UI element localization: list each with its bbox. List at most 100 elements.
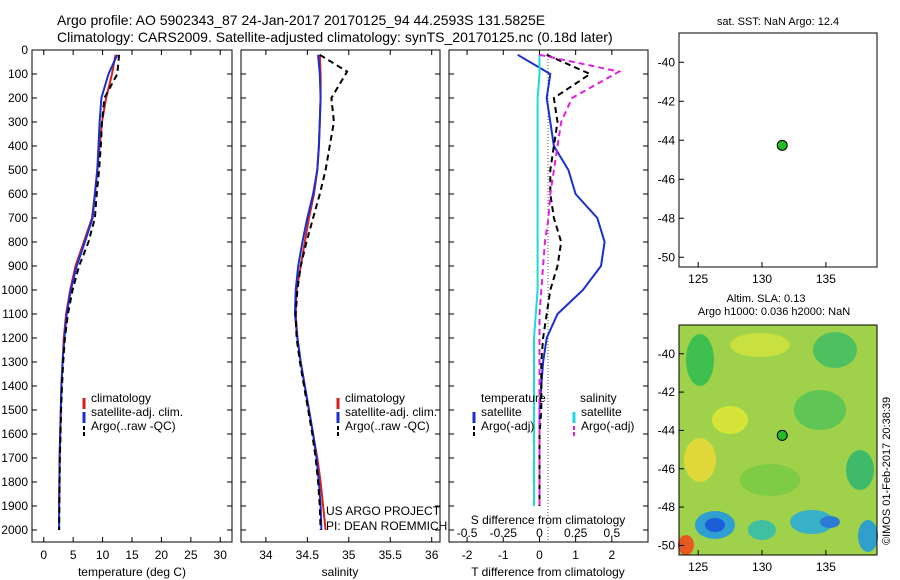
t-diff-x-label: T difference from climatology (471, 565, 625, 579)
map-x-tick-label: 135 (816, 560, 836, 574)
y-tick-label: 1100 (2, 307, 28, 321)
map-x-tick-label: 135 (816, 272, 836, 286)
legend-label-argo: Argo(..raw -QC) (91, 419, 176, 433)
map-x-tick-label: 125 (688, 560, 708, 574)
sla-map-title-line1: Altim. SLA: 0.13 (727, 293, 806, 305)
y-tick-label: 2000 (1, 523, 28, 537)
project-label: US ARGO PROJECT (326, 504, 441, 518)
map-y-tick-label: -46 (658, 172, 676, 186)
legend-title-temperature: temperature (481, 391, 546, 405)
y-tick-label: 1900 (1, 499, 28, 513)
map-y-tick-label: -40 (658, 55, 676, 69)
y-tick-label: 1200 (1, 331, 28, 345)
y-tick-label: 800 (8, 235, 28, 249)
sst-map-title: sat. SST: NaN Argo: 12.4 (717, 16, 839, 28)
sla-blob (712, 406, 748, 434)
legend-label-climatology: climatology (345, 391, 405, 405)
legend-label-climatology: climatology (91, 391, 151, 405)
difference-series (517, 53, 622, 506)
x-tick-label: 35.5 (379, 548, 403, 562)
x-tick-label: -1 (498, 548, 509, 562)
x-tick-label: 1 (572, 548, 579, 562)
y-tick-label: 1500 (1, 403, 28, 417)
s-diff-tick-label: -0.25 (490, 526, 518, 540)
y-tick-label: 500 (8, 163, 28, 177)
salinity-panel: 34 34.5 35 35.5 36 salinity climatology sate… (240, 49, 447, 579)
legend-label-s-satellite: satellite (581, 405, 622, 419)
sla-blob (813, 332, 857, 368)
s-diff-x-label: S difference from climatology (471, 513, 626, 527)
sla-blob (794, 390, 846, 430)
sla-blob (705, 518, 725, 532)
y-tick-label: 900 (8, 259, 28, 273)
x-tick-label: 34 (259, 548, 273, 562)
sla-map-title-line2: Argo h1000: 0.036 h2000: NaN (698, 306, 850, 318)
sla-blob (748, 520, 776, 540)
sla-blob (790, 510, 834, 534)
map-x-tick-label: 125 (688, 272, 708, 286)
map-y-tick-label: -40 (658, 347, 676, 361)
x-tick-label: 25 (184, 548, 198, 562)
legend-label-t-satellite: satellite (481, 405, 522, 419)
temperature-x-ticks: 0 5 10 15 20 25 30 (32, 49, 232, 562)
map-y-tick-label: -44 (658, 133, 676, 147)
temperature-series (58, 54, 121, 531)
temperature-legend: climatology satellite-adj. clim. Argo(..… (82, 391, 183, 437)
sla-blob (858, 520, 878, 552)
s-diff-tick-label: -0.5 (457, 526, 478, 540)
x-tick-label: 15 (125, 548, 139, 562)
x-tick-label: 0 (40, 548, 47, 562)
sla-blob (678, 535, 694, 555)
sla-blob (684, 438, 716, 482)
x-tick-label: 0 (536, 548, 543, 562)
series-line-argo-raw-qc- (294, 53, 349, 531)
figure-title-line2: Climatology: CARS2009. Satellite-adjuste… (57, 29, 613, 45)
x-tick-label: 36 (425, 548, 439, 562)
y-tick-label: 1600 (1, 427, 28, 441)
series-line-satellite (533, 54, 541, 506)
sla-map-panel: Altim. SLA: 0.13 Argo h1000: 0.036 h2000… (658, 293, 893, 574)
sla-map-frame (678, 324, 878, 556)
sst-map-points (776, 139, 788, 151)
y-tick-label: 400 (8, 139, 28, 153)
series-line-argo-adj- (538, 53, 593, 506)
y-tick-label: 200 (8, 91, 28, 105)
legend-label-argo: Argo(..raw -QC) (345, 419, 430, 433)
map-x-tick-label: 130 (752, 560, 772, 574)
y-tick-label: 700 (8, 211, 28, 225)
figure-title-line1: Argo profile: AO 5902343_87 24-Jan-2017 … (57, 12, 545, 28)
sst-map-panel: sat. SST: NaN Argo: 12.4 125 130 135 -40 -42… (658, 16, 878, 286)
sla-map-points (776, 429, 788, 441)
sla-heatmap (678, 325, 878, 555)
y-tick-label: 0 (21, 43, 28, 57)
salinity-plot-frame (240, 49, 441, 543)
y-tick-label: 1000 (1, 283, 28, 297)
legend-label-satellite: satellite-adj. clim. (91, 405, 183, 419)
series-line-argo-raw-qc- (58, 54, 121, 531)
x-tick-label: -2 (462, 548, 473, 562)
x-tick-label: 34.5 (296, 548, 320, 562)
map-x-tick-label: 130 (752, 272, 772, 286)
map-y-tick-label: -48 (658, 500, 676, 514)
map-y-tick-label: -42 (658, 94, 676, 108)
sla-blob (820, 516, 840, 528)
sla-blob (686, 334, 714, 386)
sla-blob (730, 333, 790, 357)
x-tick-label: 5 (70, 548, 77, 562)
y-tick-label: 100 (8, 67, 28, 81)
y-tick-label: 1400 (1, 379, 28, 393)
timestamp-stamp: ©IMOS 01-Feb-2017 20:38:39 (881, 397, 893, 545)
pi-label: PI: DEAN ROEMMICH (326, 519, 447, 533)
difference-panel: -2 -1 0 1 2 -0.5 -0.25 0 0.25 0.5 T difference f… (448, 49, 649, 579)
difference-legend: temperature salinity satellite Argo(-adj… (472, 391, 634, 437)
sst-map-frame (678, 32, 878, 268)
argo-float-marker (776, 139, 788, 151)
argo-float-marker (776, 429, 788, 441)
x-tick-label: 10 (96, 548, 110, 562)
y-tick-label: 600 (8, 187, 28, 201)
map-y-tick-label: -46 (658, 462, 676, 476)
sla-map-ticks: 125 130 135 -40 -42 -44 -46 -48 -50 (658, 347, 837, 574)
x-tick-label: 2 (608, 548, 615, 562)
s-diff-tick-label: 0 (536, 526, 543, 540)
